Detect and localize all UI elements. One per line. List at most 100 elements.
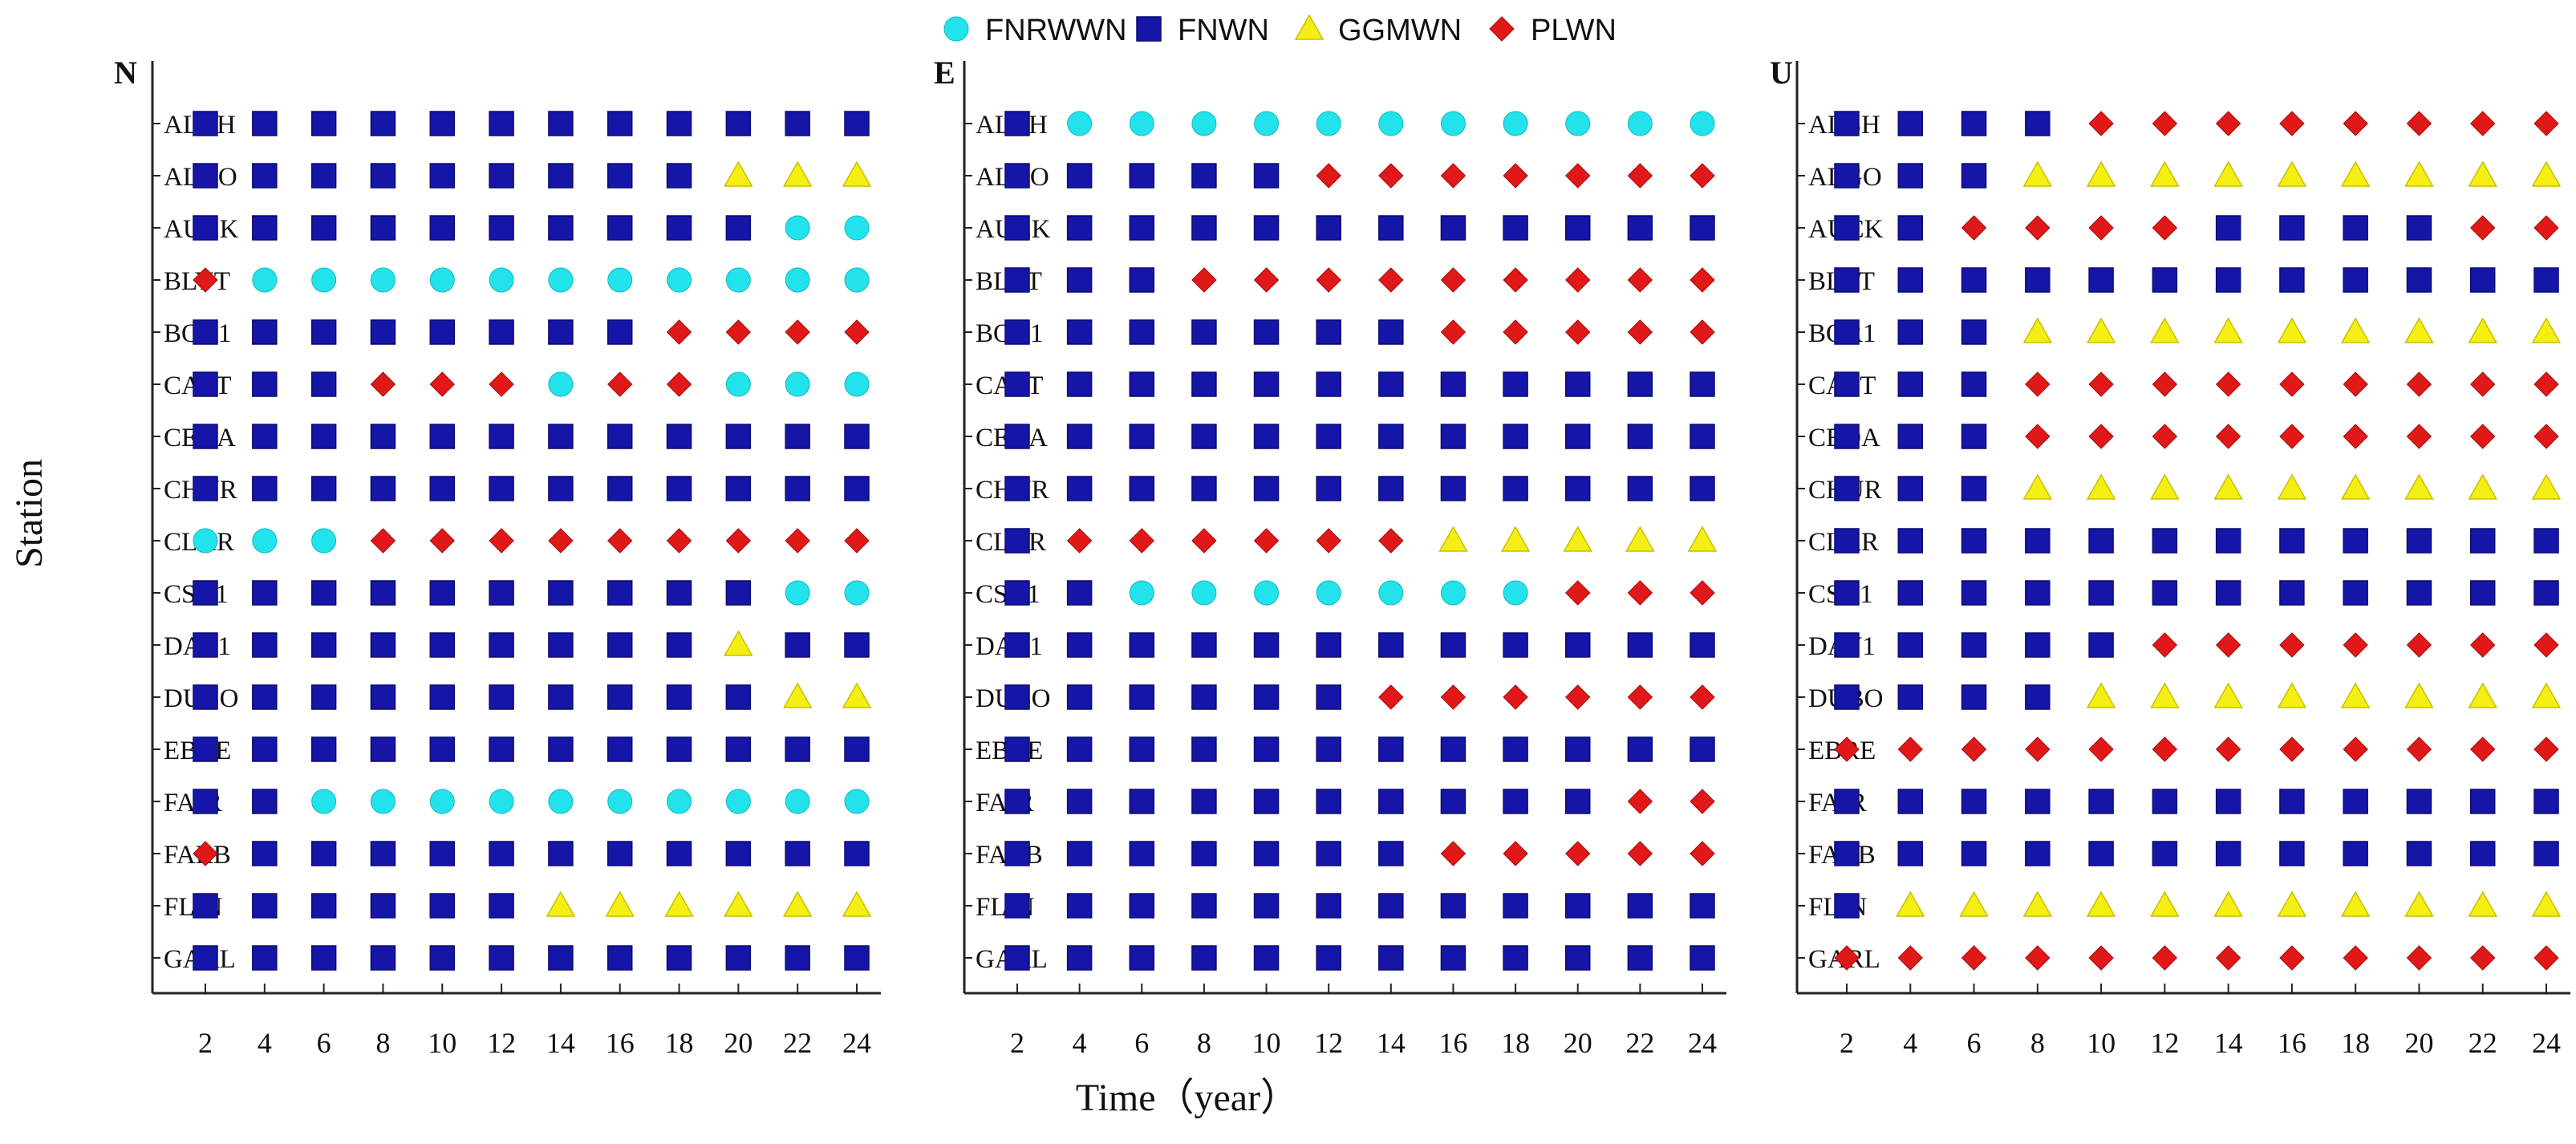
point-algo-18-ggmwn — [2340, 160, 2371, 187]
point-albh-2-fnwn — [193, 111, 218, 136]
point-dav1-2-fnwn — [193, 632, 218, 658]
point-farb-6-fnwn — [1961, 841, 1987, 866]
point-fair-20-fnrwwn — [725, 789, 751, 814]
point-clar-14-plwn — [548, 528, 574, 554]
point-dav1-10-fnwn — [2088, 632, 2114, 658]
point-ceda-6-fnwn — [1961, 424, 1987, 449]
legend-label: GGMWN — [1338, 14, 1462, 47]
point-csn1-14-fnwn — [2215, 580, 2241, 606]
point-flin-10-fnwn — [1253, 893, 1280, 919]
x-tick-label: 14 — [2214, 1027, 2243, 1059]
point-csn1-6-fnwn — [1961, 580, 1987, 606]
point-cast-24-fnrwwn — [844, 371, 870, 397]
point-ceda-18-plwn — [2343, 424, 2368, 449]
point-csn1-10-fnwn — [429, 580, 456, 606]
point-clar-12-fnwn — [2152, 528, 2178, 554]
point-blyt-24-plwn — [1690, 267, 1715, 293]
point-garl-22-fnwn — [785, 945, 810, 971]
point-flin-6-ggmwn — [1959, 890, 1989, 917]
point-fair-6-fnrwwn — [311, 789, 337, 814]
point-farb-24-plwn — [1690, 841, 1715, 866]
point-auck-20-fnwn — [2406, 215, 2432, 241]
point-ceda-12-plwn — [2152, 424, 2178, 449]
point-csn1-18-fnwn — [666, 580, 692, 606]
point-dubo-10-fnwn — [1253, 684, 1280, 710]
point-ebre-4-fnwn — [252, 736, 278, 762]
point-fair-14-fnwn — [1378, 789, 1404, 814]
point-clar-4-fnrwwn — [252, 528, 278, 554]
point-flin-16-fnwn — [1440, 893, 1466, 919]
point-chur-4-fnwn — [1897, 476, 1924, 501]
point-dav1-18-plwn — [2343, 632, 2368, 658]
point-bor1-24-ggmwn — [2531, 317, 2562, 343]
point-ceda-4-fnwn — [1066, 424, 1093, 449]
point-dav1-6-fnwn — [310, 632, 337, 658]
point-albh-10-fnrwwn — [1254, 111, 1280, 136]
point-flin-6-fnwn — [1129, 893, 1155, 919]
point-farb-2-fnwn — [1004, 841, 1030, 866]
point-bor1-12-fnwn — [489, 319, 514, 345]
point-clar-18-ggmwn — [1500, 525, 1531, 552]
point-cast-22-plwn — [2470, 371, 2496, 397]
point-cast-12-plwn — [489, 371, 514, 397]
point-albh-6-fnwn — [310, 111, 337, 136]
point-ceda-24-fnwn — [1690, 424, 1715, 449]
point-blyt-20-fnwn — [2406, 267, 2432, 293]
point-farb-8-fnwn — [1191, 841, 1217, 866]
point-cast-6-fnwn — [1129, 371, 1155, 397]
point-garl-10-plwn — [2088, 945, 2114, 971]
point-auck-4-fnwn — [1066, 215, 1093, 241]
point-farb-22-fnwn — [785, 841, 810, 866]
point-dav1-10-fnwn — [1253, 632, 1280, 658]
point-ebre-14-fnwn — [1378, 736, 1404, 762]
point-csn1-6-fnwn — [310, 580, 337, 606]
point-ceda-8-fnwn — [1191, 424, 1217, 449]
point-auck-2-fnwn — [193, 215, 218, 241]
point-blyt-4-fnwn — [1897, 267, 1924, 293]
point-fair-16-fnwn — [1440, 789, 1466, 814]
point-algo-24-ggmwn — [2531, 160, 2562, 187]
point-bor1-4-fnwn — [1066, 319, 1093, 345]
point-fair-2-fnwn — [1004, 789, 1030, 814]
point-bor1-14-fnwn — [1378, 319, 1404, 345]
panel-e: E24681012141618202224ALBHALGOAUCKBLYTBOR… — [934, 55, 1726, 1059]
point-auck-6-fnwn — [310, 215, 337, 241]
point-farb-4-fnwn — [1897, 841, 1924, 866]
point-albh-8-fnwn — [2025, 111, 2051, 136]
point-flin-24-ggmwn — [2531, 890, 2562, 917]
point-flin-12-fnwn — [1316, 893, 1341, 919]
point-clar-16-ggmwn — [1438, 525, 1468, 552]
point-cast-18-plwn — [2343, 371, 2368, 397]
point-chur-6-fnwn — [1129, 476, 1155, 501]
point-flin-2-fnwn — [193, 893, 218, 919]
point-flin-2-fnwn — [1004, 893, 1030, 919]
point-ceda-10-plwn — [2088, 424, 2114, 449]
point-bor1-16-ggmwn — [2277, 317, 2307, 343]
x-tick-label: 14 — [546, 1027, 575, 1059]
point-blyt-8-fnrwwn — [370, 267, 396, 293]
point-farb-10-fnwn — [429, 841, 456, 866]
point-chur-18-fnwn — [666, 476, 692, 501]
point-ebre-8-plwn — [2025, 736, 2051, 762]
point-algo-12-plwn — [1316, 163, 1341, 189]
point-chur-14-fnwn — [548, 476, 574, 501]
point-clar-2-fnrwwn — [193, 528, 218, 554]
point-ebre-16-plwn — [2279, 736, 2305, 762]
point-chur-22-fnwn — [1627, 476, 1653, 501]
point-albh-22-fnrwwn — [1627, 111, 1653, 136]
point-bor1-16-fnwn — [606, 319, 633, 345]
panel-title: U — [1770, 55, 1793, 91]
point-fair-24-plwn — [1690, 789, 1715, 814]
point-fair-16-fnrwwn — [607, 789, 633, 814]
point-chur-20-ggmwn — [2404, 473, 2434, 500]
y-axis-label: Station — [8, 459, 51, 568]
point-cast-24-plwn — [2533, 371, 2559, 397]
point-auck-8-fnwn — [370, 215, 396, 241]
point-garl-10-fnwn — [1253, 945, 1280, 971]
point-blyt-14-plwn — [1378, 267, 1404, 293]
legend-marker-triangle — [1294, 14, 1325, 40]
point-flin-20-fnwn — [1564, 893, 1591, 919]
point-cast-10-plwn — [2088, 371, 2114, 397]
x-tick-label: 2 — [1010, 1027, 1024, 1059]
point-flin-14-fnwn — [1378, 893, 1404, 919]
